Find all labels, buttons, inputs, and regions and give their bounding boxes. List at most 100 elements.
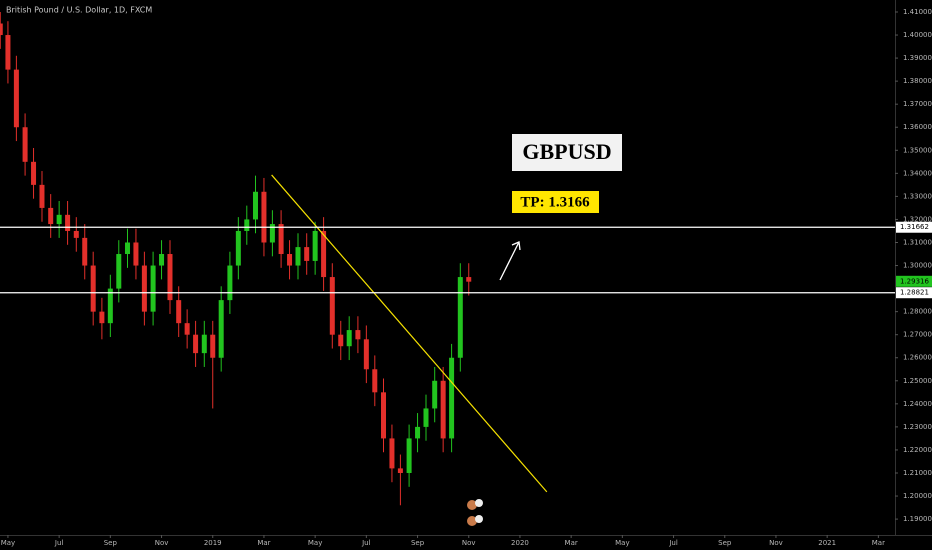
candle-body — [150, 265, 156, 312]
candle-body — [22, 127, 28, 162]
x-tick-label: Nov — [462, 539, 476, 547]
last-price-tag — [896, 275, 932, 287]
price-tag — [896, 221, 932, 233]
candle-body — [372, 369, 378, 393]
y-tick-label: 1.21000 — [903, 469, 932, 477]
y-tick-label: 1.37000 — [903, 100, 932, 108]
candle-body — [0, 23, 3, 36]
candle-body — [252, 191, 258, 220]
candle-body — [39, 184, 45, 208]
x-tick-label: May — [308, 539, 322, 547]
y-tick-label: 1.36000 — [903, 123, 932, 131]
x-tick-label: Nov — [769, 539, 783, 547]
candle-body — [184, 323, 190, 335]
y-tick-label: 1.20000 — [903, 492, 932, 500]
y-tick-label: 1.27000 — [903, 331, 932, 339]
candle-body — [141, 265, 147, 312]
y-tick-label: 1.35000 — [903, 146, 932, 154]
x-tick-label: Mar — [872, 539, 885, 547]
x-tick-label: Nov — [155, 539, 169, 547]
candle-body — [449, 357, 455, 439]
candle-body — [261, 191, 267, 243]
candle-body — [116, 254, 122, 289]
x-tick-label: Jul — [54, 539, 64, 547]
y-tick-label: 1.41000 — [903, 8, 932, 16]
candle-body — [31, 161, 37, 185]
y-tick-label: 1.23000 — [903, 423, 932, 431]
candle-body — [227, 265, 233, 301]
candle-body — [466, 277, 472, 282]
candle-body — [218, 300, 224, 358]
candle-body — [389, 438, 395, 469]
candle-body — [73, 230, 79, 238]
annotation-box — [512, 134, 622, 171]
x-tick-label: 2021 — [818, 539, 836, 547]
y-tick-label: 1.30000 — [903, 262, 932, 270]
candle-body — [269, 224, 275, 243]
candle-body — [13, 69, 19, 128]
candle-body — [107, 288, 113, 324]
price-tag-label: 1.31662 — [900, 223, 929, 231]
y-tick-label: 1.22000 — [903, 446, 932, 454]
candle-body — [201, 334, 207, 354]
candle-body — [56, 214, 62, 225]
candle-body — [406, 438, 412, 473]
candle-body — [176, 300, 182, 324]
y-tick-label: 1.32000 — [903, 215, 932, 223]
candle-body — [90, 265, 96, 312]
candle-body — [432, 380, 438, 409]
candle-body — [295, 247, 301, 266]
x-tick-label: Jul — [361, 539, 371, 547]
candle-body — [133, 242, 139, 266]
x-tick-label: 2019 — [204, 539, 222, 547]
x-tick-label: Mar — [257, 539, 270, 547]
y-tick-label: 1.19000 — [903, 515, 932, 523]
candle-body — [355, 330, 361, 340]
candle-body — [65, 214, 71, 231]
y-tick-label: 1.38000 — [903, 77, 932, 85]
candle-body — [167, 254, 173, 301]
x-tick-label: Sep — [718, 539, 732, 547]
y-tick-label: 1.33000 — [903, 192, 932, 200]
candle-body — [457, 277, 463, 358]
y-tick-label: 1.25000 — [903, 377, 932, 385]
candle-body — [124, 242, 130, 255]
price-tag-label: 1.28821 — [900, 289, 929, 297]
x-tick-label: Jul — [668, 539, 678, 547]
candle-body — [82, 237, 88, 266]
candle-body — [99, 311, 105, 324]
candle-body — [338, 334, 344, 347]
x-tick-label: May — [1, 539, 15, 547]
candle-body — [415, 426, 421, 439]
x-tick-label: May — [615, 539, 629, 547]
arrow — [499, 241, 521, 281]
annotation-box — [512, 191, 599, 213]
candle-body — [210, 334, 216, 358]
candle-body — [321, 230, 327, 278]
price-tag — [896, 287, 932, 299]
x-tick-label: Sep — [411, 539, 425, 547]
y-tick-label: 1.28000 — [903, 308, 932, 316]
candle-body — [159, 254, 165, 266]
y-tick-label: 1.39000 — [903, 54, 932, 62]
x-tick-label: 2020 — [511, 539, 529, 547]
candle-body — [312, 230, 318, 261]
candle-body — [278, 224, 284, 255]
annotation-target: TP: 1.3166 — [520, 194, 590, 210]
candle-body — [235, 230, 241, 266]
candle-body — [48, 207, 54, 225]
candle-body — [423, 408, 429, 427]
x-tick-label: Mar — [565, 539, 578, 547]
x-tick-label: Sep — [104, 539, 118, 547]
chart-title: British Pound / U.S. Dollar, 1D, FXCM — [6, 6, 152, 15]
candle-body — [363, 339, 369, 370]
y-tick-label: 1.31000 — [903, 238, 932, 246]
candle-body — [346, 330, 352, 347]
y-tick-label: 1.24000 — [903, 400, 932, 408]
event-icons — [467, 499, 483, 526]
candle-body — [193, 334, 199, 354]
candle-body — [5, 35, 11, 70]
annotation-symbol: GBPUSD — [522, 139, 611, 164]
